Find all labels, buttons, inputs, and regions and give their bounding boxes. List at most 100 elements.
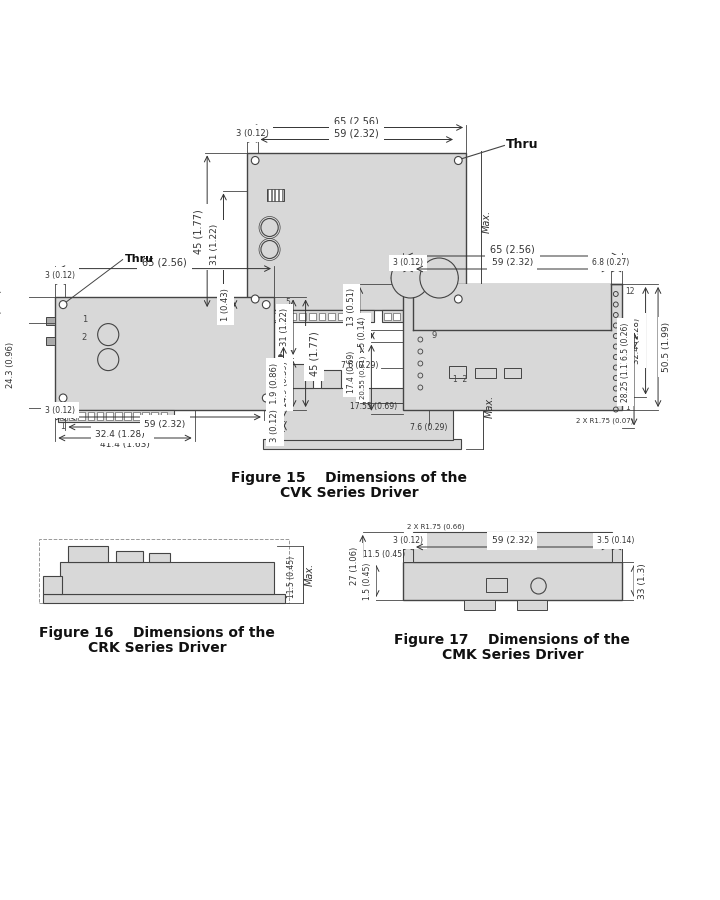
- Text: 2: 2: [81, 333, 87, 342]
- Text: 32.4 (1.28): 32.4 (1.28): [95, 429, 145, 438]
- Bar: [263, 439, 462, 449]
- Bar: [69, 412, 76, 420]
- Bar: [403, 313, 410, 320]
- Text: 3.5 (0.14): 3.5 (0.14): [359, 317, 367, 355]
- Text: 32.4 (1.28): 32.4 (1.28): [632, 318, 642, 364]
- Bar: [276, 364, 312, 388]
- Text: 27 (1.06): 27 (1.06): [350, 547, 359, 585]
- Text: Max.: Max.: [305, 562, 315, 586]
- Bar: [60, 562, 274, 594]
- Bar: [338, 313, 344, 320]
- Text: 6.8 (0.27): 6.8 (0.27): [592, 258, 629, 267]
- Circle shape: [420, 258, 459, 298]
- Circle shape: [261, 240, 278, 258]
- Bar: [441, 310, 459, 322]
- Bar: [271, 188, 274, 201]
- Bar: [88, 412, 94, 420]
- Bar: [78, 412, 85, 420]
- Bar: [275, 188, 278, 201]
- Bar: [328, 313, 335, 320]
- Circle shape: [261, 219, 278, 237]
- Bar: [279, 188, 282, 201]
- Text: Max.: Max.: [482, 210, 492, 233]
- Text: CVK Series Driver: CVK Series Driver: [280, 486, 418, 500]
- Text: 65 (2.56): 65 (2.56): [143, 257, 187, 267]
- Bar: [413, 284, 611, 329]
- Text: 5: 5: [285, 298, 290, 307]
- Bar: [413, 313, 420, 320]
- Text: 31 (1.22): 31 (1.22): [210, 224, 220, 266]
- Bar: [347, 364, 366, 388]
- Bar: [300, 313, 306, 320]
- Bar: [517, 600, 547, 610]
- Text: 1: 1: [81, 315, 87, 324]
- Text: 1: 1: [626, 403, 630, 412]
- Bar: [413, 532, 612, 562]
- Text: Thru: Thru: [125, 254, 153, 264]
- Bar: [403, 284, 621, 410]
- Text: 6.5 (0.26): 6.5 (0.26): [621, 322, 630, 360]
- Bar: [161, 412, 167, 420]
- Circle shape: [251, 157, 259, 165]
- Bar: [403, 547, 413, 562]
- Bar: [261, 313, 268, 320]
- Text: 9: 9: [432, 330, 437, 339]
- Text: 3 (0.12): 3 (0.12): [393, 258, 423, 267]
- Bar: [450, 313, 456, 320]
- Bar: [268, 188, 271, 201]
- Bar: [116, 551, 143, 562]
- Bar: [384, 313, 390, 320]
- Text: 3 (0.12): 3 (0.12): [236, 129, 269, 138]
- Text: 12: 12: [626, 287, 635, 296]
- Text: 1 (0.43): 1 (0.43): [221, 288, 230, 321]
- Bar: [46, 337, 55, 345]
- Text: 33 (1.3): 33 (1.3): [638, 563, 647, 598]
- Text: 3 (0.12): 3 (0.12): [393, 536, 423, 545]
- Bar: [321, 370, 341, 388]
- Bar: [39, 539, 289, 603]
- Text: 12: 12: [163, 422, 173, 431]
- Bar: [266, 188, 284, 201]
- Bar: [318, 313, 325, 320]
- Text: Max.: Max.: [485, 395, 495, 419]
- Circle shape: [531, 578, 546, 594]
- Bar: [133, 412, 140, 420]
- Text: 11.5 (0.45): 11.5 (0.45): [287, 556, 296, 599]
- Bar: [289, 313, 297, 320]
- Bar: [464, 600, 495, 610]
- Bar: [251, 313, 258, 320]
- Bar: [96, 412, 104, 420]
- Text: 3 (0.12): 3 (0.12): [271, 410, 279, 442]
- Bar: [58, 410, 174, 422]
- Circle shape: [454, 157, 462, 165]
- Text: Figure 16    Dimensions of the: Figure 16 Dimensions of the: [39, 626, 275, 640]
- Bar: [106, 412, 112, 420]
- Bar: [248, 152, 466, 310]
- Text: 7.6 (0.29): 7.6 (0.29): [341, 362, 378, 371]
- Text: 24.3 (0.96): 24.3 (0.96): [6, 341, 15, 388]
- Bar: [151, 412, 158, 420]
- Circle shape: [98, 348, 119, 371]
- Bar: [423, 313, 429, 320]
- Text: 17.55 (0.69): 17.55 (0.69): [350, 402, 397, 411]
- Bar: [612, 547, 621, 562]
- Bar: [148, 553, 170, 562]
- Bar: [43, 594, 285, 603]
- Bar: [357, 313, 364, 320]
- Text: 13 (0.51): 13 (0.51): [347, 288, 356, 326]
- Circle shape: [98, 324, 119, 346]
- Bar: [68, 546, 108, 562]
- Text: 2 X R1.75 (0.66): 2 X R1.75 (0.66): [407, 523, 464, 529]
- Circle shape: [262, 394, 270, 402]
- Text: 3.5 (0.14): 3.5 (0.14): [597, 536, 634, 545]
- Text: 1.5 (0.45): 1.5 (0.45): [363, 562, 372, 599]
- Bar: [443, 313, 449, 320]
- Text: 1  2: 1 2: [453, 375, 467, 384]
- Circle shape: [59, 394, 67, 402]
- Bar: [271, 313, 277, 320]
- Text: 11.5 (0.45): 11.5 (0.45): [363, 550, 405, 559]
- Bar: [449, 366, 467, 378]
- Text: 3 (0.12): 3 (0.12): [45, 406, 75, 415]
- Bar: [249, 310, 374, 322]
- Text: 20.55 (0.81): 20.55 (0.81): [359, 356, 366, 400]
